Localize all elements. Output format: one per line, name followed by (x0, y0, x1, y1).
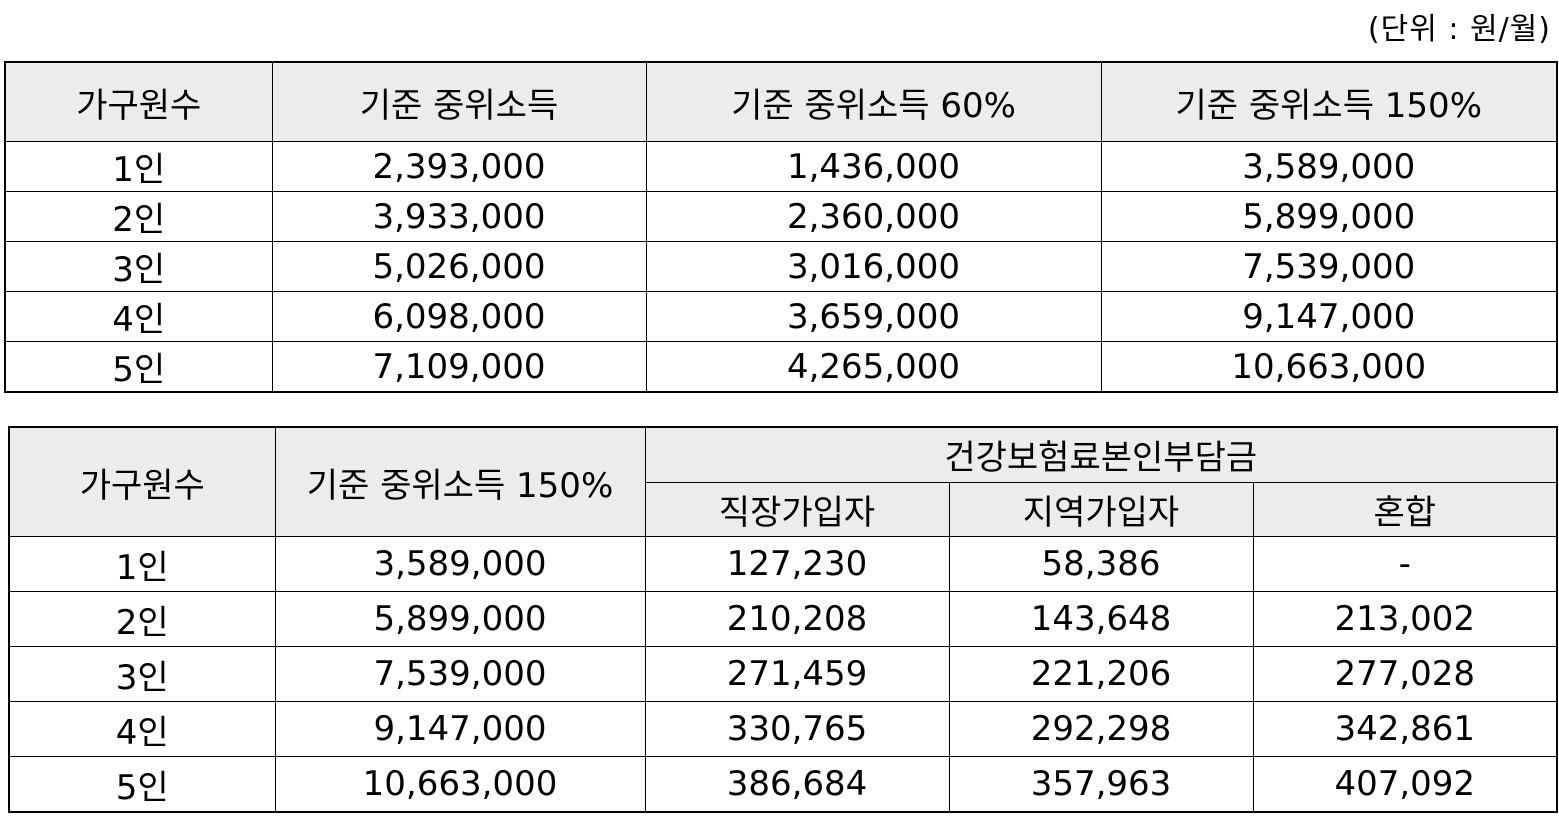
table-row: 2인 3,933,000 2,360,000 5,899,000 (4, 191, 1558, 242)
median-income-table: 가구원수 기준 중위소득 기준 중위소득 60% 기준 중위소득 150% 1인… (4, 61, 1558, 393)
header-household: 가구원수 (8, 426, 276, 537)
cell: 3,659,000 (645, 291, 1102, 342)
cell: - (1252, 536, 1558, 592)
cell: 213,002 (1252, 591, 1558, 647)
cell: 6,098,000 (271, 291, 647, 342)
cell: 357,963 (948, 756, 1254, 813)
cell: 143,648 (948, 591, 1254, 647)
header-median-income: 기준 중위소득 (271, 61, 647, 142)
header-median-income-150: 기준 중위소득 150% (274, 426, 646, 537)
cell: 58,386 (948, 536, 1254, 592)
cell: 7,109,000 (271, 341, 647, 393)
cell: 9,147,000 (274, 701, 646, 757)
cell: 330,765 (644, 701, 950, 757)
table-row: 1인 2,393,000 1,436,000 3,589,000 (4, 141, 1558, 192)
cell: 127,230 (644, 536, 950, 592)
cell: 5인 (8, 756, 276, 813)
unit-note: (단위 : 원/월) (1367, 12, 1551, 47)
cell: 2,360,000 (645, 191, 1102, 242)
cell: 5,899,000 (1100, 191, 1558, 242)
table-row: 4인 6,098,000 3,659,000 9,147,000 (4, 291, 1558, 342)
header-mixed: 혼합 (1252, 481, 1558, 537)
cell: 10,663,000 (1100, 341, 1558, 393)
cell: 4인 (8, 701, 276, 757)
cell: 4,265,000 (645, 341, 1102, 393)
table-header-row: 가구원수 기준 중위소득 150% 건강보험료본인부담금 (8, 426, 1558, 537)
cell: 1인 (8, 536, 276, 592)
cell: 3인 (4, 241, 273, 292)
table-row: 3인 7,539,000 271,459 221,206 277,028 (8, 646, 1558, 702)
cell: 7,539,000 (1100, 241, 1558, 292)
table-subheader-row: 직장가입자 지역가입자 혼합 (9, 481, 1558, 537)
table-row: 1인 3,589,000 127,230 58,386 - (8, 536, 1558, 592)
cell: 5,899,000 (274, 591, 646, 647)
header-insurance-group: 건강보험료본인부담금 (644, 426, 1558, 483)
table-row: 2인 5,899,000 210,208 143,648 213,002 (8, 591, 1558, 647)
table-row: 5인 7,109,000 4,265,000 10,663,000 (4, 341, 1558, 393)
cell: 221,206 (948, 646, 1254, 702)
cell: 210,208 (644, 591, 950, 647)
insurance-contribution-table: 가구원수 기준 중위소득 150% 건강보험료본인부담금 직장가입자 지역가입자… (8, 426, 1559, 813)
cell: 277,028 (1252, 646, 1558, 702)
cell: 2,393,000 (271, 141, 647, 192)
cell: 386,684 (644, 756, 950, 813)
cell: 3,589,000 (274, 536, 646, 592)
cell: 5,026,000 (271, 241, 647, 292)
cell: 3인 (8, 646, 276, 702)
cell: 3,016,000 (645, 241, 1102, 292)
cell: 7,539,000 (274, 646, 646, 702)
cell: 407,092 (1252, 756, 1558, 813)
cell: 2인 (8, 591, 276, 647)
header-regional-subscriber: 지역가입자 (948, 481, 1254, 537)
header-median-income-150: 기준 중위소득 150% (1100, 61, 1558, 142)
cell: 4인 (4, 291, 273, 342)
cell: 1인 (4, 141, 273, 192)
cell: 2인 (4, 191, 273, 242)
table-header-row: 가구원수 기준 중위소득 기준 중위소득 60% 기준 중위소득 150% (4, 61, 1558, 142)
table-row: 3인 5,026,000 3,016,000 7,539,000 (4, 241, 1558, 292)
cell: 10,663,000 (274, 756, 646, 813)
cell: 9,147,000 (1100, 291, 1558, 342)
table-row: 5인 10,663,000 386,684 357,963 407,092 (8, 756, 1558, 813)
header-median-income-60: 기준 중위소득 60% (645, 61, 1102, 142)
header-household: 가구원수 (4, 61, 273, 142)
cell: 342,861 (1252, 701, 1558, 757)
cell: 1,436,000 (645, 141, 1102, 192)
cell: 3,933,000 (271, 191, 647, 242)
cell: 292,298 (948, 701, 1254, 757)
header-employee-subscriber: 직장가입자 (644, 481, 950, 537)
cell: 5인 (4, 341, 273, 393)
table-row: 4인 9,147,000 330,765 292,298 342,861 (8, 701, 1558, 757)
cell: 3,589,000 (1100, 141, 1558, 192)
cell: 271,459 (644, 646, 950, 702)
